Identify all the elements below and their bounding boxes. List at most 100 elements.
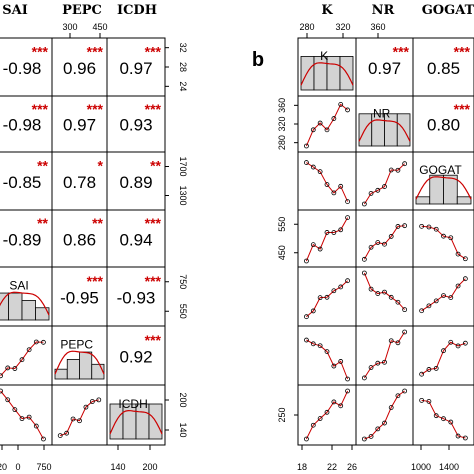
smooth-line xyxy=(363,163,405,205)
scatter-point xyxy=(388,234,394,239)
diagonal-variable-label: NR xyxy=(373,106,391,120)
scatter-point xyxy=(395,393,401,399)
column-header-k: K xyxy=(321,3,333,18)
matrix-cell xyxy=(297,325,357,386)
scatter-point xyxy=(419,308,425,314)
histogram-bar xyxy=(21,299,36,321)
scatter-point xyxy=(304,436,309,442)
column-header-icdh: ICDH xyxy=(117,3,157,18)
smooth-line xyxy=(0,341,44,377)
scatter-point xyxy=(375,240,381,245)
significance-stars: ** xyxy=(92,215,103,231)
bottom-tick-label: 1000 xyxy=(411,462,431,472)
bottom-tick-label: 18 xyxy=(297,462,307,472)
scatter-point xyxy=(324,127,330,133)
significance-stars: *** xyxy=(145,273,162,289)
scatter-point xyxy=(388,167,394,173)
scatter-point xyxy=(441,416,446,422)
scatter-point xyxy=(12,407,18,413)
bottom-tick-label: 200 xyxy=(142,462,157,472)
smooth-line xyxy=(421,341,466,375)
scatter-point xyxy=(338,359,344,364)
smooth-line xyxy=(421,399,466,439)
right-tick-label: 550 xyxy=(178,304,188,319)
scatter-point xyxy=(375,360,381,366)
scatter-point xyxy=(310,308,316,314)
scatter-point xyxy=(33,423,39,429)
scatter-point xyxy=(338,102,344,107)
scatter-point xyxy=(433,298,439,304)
scatter-point xyxy=(5,365,11,371)
scatter-point xyxy=(395,340,401,346)
scatter-point xyxy=(83,404,89,410)
significance-stars: ** xyxy=(37,158,48,174)
scatter-point xyxy=(426,367,432,372)
scatter-point xyxy=(331,116,337,121)
scatter-point xyxy=(382,241,387,247)
scatter-point xyxy=(402,223,408,229)
matrix-cell xyxy=(412,384,474,446)
density-curve xyxy=(415,176,472,200)
correlation-value: -0.89 xyxy=(3,230,42,249)
scatter-point xyxy=(462,340,468,346)
top-tick-label: 320 xyxy=(335,22,350,32)
significance-stars: * xyxy=(98,158,104,174)
scatter-point xyxy=(317,416,323,421)
significance-stars: ** xyxy=(150,158,161,174)
scatter-point xyxy=(375,291,381,296)
scatter-point xyxy=(419,223,425,229)
left-tick-label: 450 xyxy=(277,245,287,260)
smooth-line xyxy=(306,339,349,380)
scatter-point xyxy=(304,160,309,165)
panel-label: b xyxy=(252,49,264,71)
matrix-cell xyxy=(0,325,53,386)
scatter-point xyxy=(402,329,408,335)
scatter-point xyxy=(331,230,337,235)
scatter-point xyxy=(448,235,454,241)
significance-stars: *** xyxy=(145,44,162,60)
scatter-point xyxy=(375,426,381,432)
scatter-point xyxy=(402,161,408,167)
diagonal-variable-label: PEPC xyxy=(60,337,93,351)
column-header-gogat: GOGAT xyxy=(422,3,474,18)
scatter-point xyxy=(310,422,316,428)
smooth-line xyxy=(306,162,349,202)
scatter-point xyxy=(388,405,394,410)
diagonal-variable-label: K xyxy=(320,49,328,63)
histogram-bar xyxy=(79,351,93,380)
scatter-point xyxy=(57,433,63,438)
scatter-point xyxy=(33,339,39,345)
histogram-bar xyxy=(456,196,472,205)
significance-stars: *** xyxy=(454,101,471,117)
bottom-tick-label: 1400 xyxy=(439,462,459,472)
correlation-value: 0.97 xyxy=(368,59,401,78)
scatter-point xyxy=(317,169,323,175)
scatter-point xyxy=(338,284,344,290)
scatter-point xyxy=(361,201,367,207)
correlation-value: -0.85 xyxy=(3,173,42,192)
left-tick-label: 250 xyxy=(277,407,287,422)
bottom-tick-label: 750 xyxy=(36,462,51,472)
scatter-point xyxy=(361,256,367,262)
smooth-line xyxy=(305,217,349,262)
scatter-point xyxy=(304,314,309,320)
scatter-point xyxy=(368,286,374,292)
left-tick-label: 550 xyxy=(277,217,287,232)
scatter-point xyxy=(26,414,32,420)
column-header-nr: NR xyxy=(372,3,395,18)
scatter-point xyxy=(64,430,70,436)
smooth-line xyxy=(421,278,466,312)
matrix-cell xyxy=(106,384,166,446)
matrix-cell xyxy=(355,151,414,211)
scatter-point xyxy=(368,190,374,196)
correlation-value: 0.80 xyxy=(427,116,460,135)
scatter-point xyxy=(448,339,454,345)
histogram-bar xyxy=(415,196,431,205)
scatter-point xyxy=(361,270,367,276)
correlation-value: 0.78 xyxy=(63,173,96,192)
scatter-point xyxy=(345,376,350,382)
scatter-point xyxy=(402,388,408,394)
significance-stars: *** xyxy=(145,101,162,117)
scatter-point xyxy=(361,436,367,442)
